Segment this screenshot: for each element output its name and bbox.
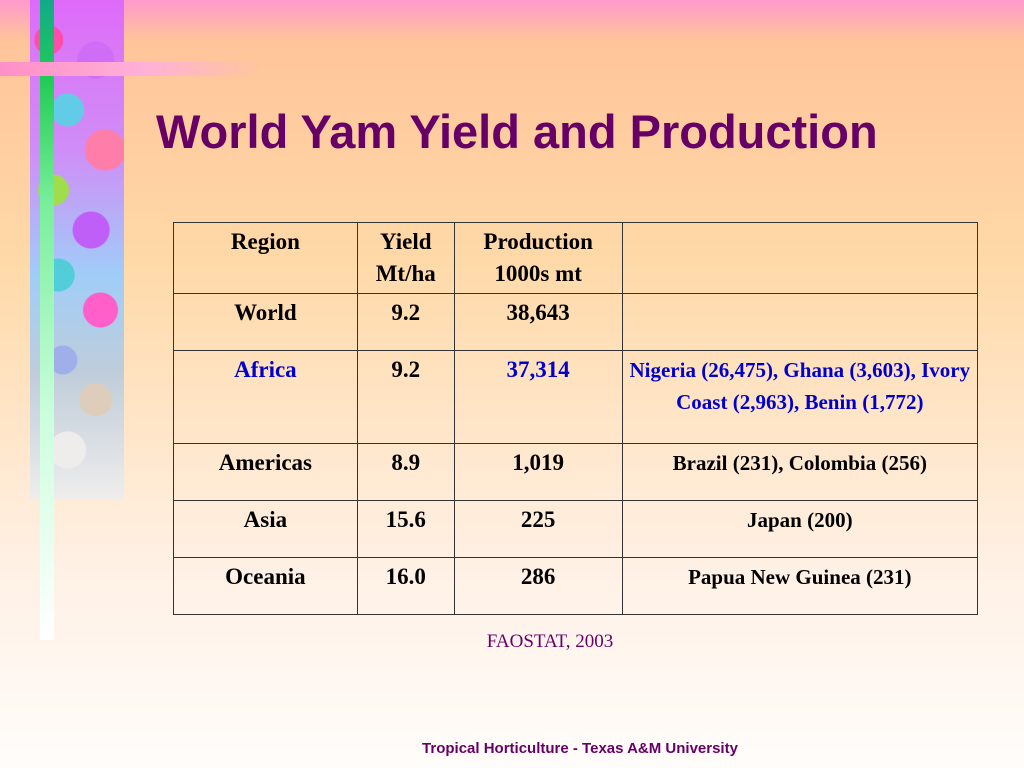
header-notes	[621, 222, 979, 294]
table-row-oceania: Oceania 16.0 286 Papua New Guinea (231)	[173, 557, 979, 615]
cell-production: 37,314	[453, 350, 623, 444]
cell-notes: Japan (200)	[621, 500, 979, 558]
cell-region: Americas	[173, 443, 358, 501]
table-row-asia: Asia 15.6 225 Japan (200)	[173, 500, 979, 558]
source-citation: FAOSTAT, 2003	[486, 631, 614, 652]
cell-yield: 8.9	[356, 443, 455, 501]
table-row-africa: Africa 9.2 37,314 Nigeria (26,475), Ghan…	[173, 350, 979, 444]
cell-notes: Papua New Guinea (231)	[621, 557, 979, 615]
table-header-row: Region Yield Mt/ha Production 1000s mt	[173, 222, 979, 294]
cell-region: Oceania	[173, 557, 358, 615]
cell-production: 286	[453, 557, 623, 615]
header-region: Region	[173, 222, 358, 294]
cell-production: 38,643	[453, 293, 623, 351]
cell-notes	[621, 293, 979, 351]
slide-title: World Yam Yield and Production	[156, 105, 878, 158]
header-yield: Yield Mt/ha	[356, 222, 455, 294]
cell-production: 1,019	[453, 443, 623, 501]
cell-region: World	[173, 293, 358, 351]
decorative-horizontal-bar	[0, 62, 260, 76]
header-yield-line2: Mt/ha	[375, 261, 436, 286]
table-row-americas: Americas 8.9 1,019 Brazil (231), Colombi…	[173, 443, 979, 501]
cell-region: Asia	[173, 500, 358, 558]
slide-footer: Tropical Horticulture - Texas A&M Univer…	[422, 740, 738, 757]
cell-production: 225	[453, 500, 623, 558]
header-production-line1: Production	[483, 229, 593, 254]
cell-yield: 16.0	[356, 557, 455, 615]
cell-yield: 9.2	[356, 293, 455, 351]
cell-yield: 9.2	[356, 350, 455, 444]
cell-yield: 15.6	[356, 500, 455, 558]
cell-region: Africa	[173, 350, 358, 444]
header-yield-line1: Yield	[379, 229, 432, 254]
decorative-vertical-bar	[40, 0, 54, 640]
cell-notes: Brazil (231), Colombia (256)	[621, 443, 979, 501]
table-row-world: World 9.2 38,643	[173, 293, 979, 351]
header-production-line2: 1000s mt	[494, 261, 582, 286]
yam-data-table: Region Yield Mt/ha Production 1000s mt W…	[173, 222, 979, 615]
header-production: Production 1000s mt	[453, 222, 623, 294]
cell-notes: Nigeria (26,475), Ghana (3,603), Ivory C…	[621, 350, 979, 444]
